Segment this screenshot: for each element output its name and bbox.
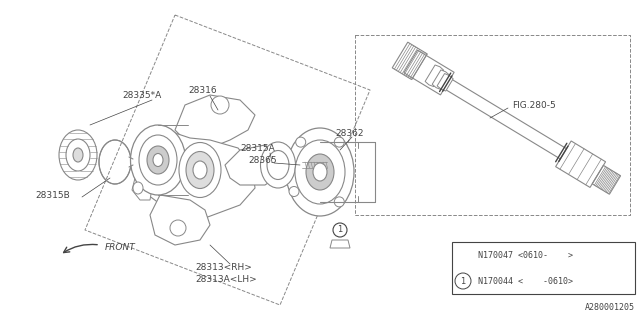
Ellipse shape bbox=[186, 151, 214, 188]
Polygon shape bbox=[150, 195, 210, 245]
Ellipse shape bbox=[333, 223, 347, 237]
Polygon shape bbox=[556, 141, 605, 188]
Polygon shape bbox=[404, 50, 454, 95]
Text: 28313<RH>: 28313<RH> bbox=[195, 263, 252, 273]
Ellipse shape bbox=[334, 197, 344, 207]
Ellipse shape bbox=[59, 130, 97, 180]
Text: A280001205: A280001205 bbox=[585, 303, 635, 312]
Text: 28315A: 28315A bbox=[240, 143, 275, 153]
Text: 28316: 28316 bbox=[188, 85, 216, 94]
Ellipse shape bbox=[139, 135, 177, 185]
Ellipse shape bbox=[179, 142, 221, 197]
Ellipse shape bbox=[131, 125, 186, 195]
Text: 1: 1 bbox=[337, 226, 342, 235]
Ellipse shape bbox=[296, 137, 306, 147]
Polygon shape bbox=[330, 240, 350, 248]
Ellipse shape bbox=[313, 163, 327, 181]
Ellipse shape bbox=[260, 142, 296, 188]
Ellipse shape bbox=[455, 273, 471, 289]
Text: 28313A<LH>: 28313A<LH> bbox=[195, 276, 257, 284]
Text: FRONT: FRONT bbox=[105, 244, 136, 252]
Ellipse shape bbox=[295, 140, 345, 204]
Polygon shape bbox=[444, 78, 579, 167]
Polygon shape bbox=[148, 130, 255, 218]
FancyBboxPatch shape bbox=[452, 242, 635, 294]
Text: 1: 1 bbox=[460, 276, 466, 285]
Polygon shape bbox=[132, 170, 152, 200]
Ellipse shape bbox=[73, 148, 83, 162]
Ellipse shape bbox=[334, 137, 344, 147]
Polygon shape bbox=[437, 74, 453, 91]
Ellipse shape bbox=[153, 154, 163, 166]
Ellipse shape bbox=[211, 96, 229, 114]
Text: 28315B: 28315B bbox=[35, 190, 70, 199]
Ellipse shape bbox=[193, 161, 207, 179]
Text: 28335*A: 28335*A bbox=[122, 91, 161, 100]
Ellipse shape bbox=[133, 182, 143, 194]
Ellipse shape bbox=[286, 128, 354, 216]
Ellipse shape bbox=[147, 146, 169, 174]
Polygon shape bbox=[432, 70, 449, 90]
Ellipse shape bbox=[289, 187, 299, 196]
Polygon shape bbox=[225, 145, 280, 185]
Text: 28362: 28362 bbox=[335, 129, 364, 138]
Text: N170047 <0610-    >: N170047 <0610- > bbox=[478, 251, 573, 260]
Ellipse shape bbox=[170, 220, 186, 236]
Polygon shape bbox=[425, 65, 444, 87]
Ellipse shape bbox=[306, 154, 334, 190]
Ellipse shape bbox=[267, 150, 289, 180]
Polygon shape bbox=[175, 95, 255, 150]
Ellipse shape bbox=[66, 139, 90, 171]
Text: FIG.280-5: FIG.280-5 bbox=[512, 100, 556, 109]
Text: N170044 <    -0610>: N170044 < -0610> bbox=[478, 276, 573, 285]
Text: 28365: 28365 bbox=[248, 156, 276, 164]
